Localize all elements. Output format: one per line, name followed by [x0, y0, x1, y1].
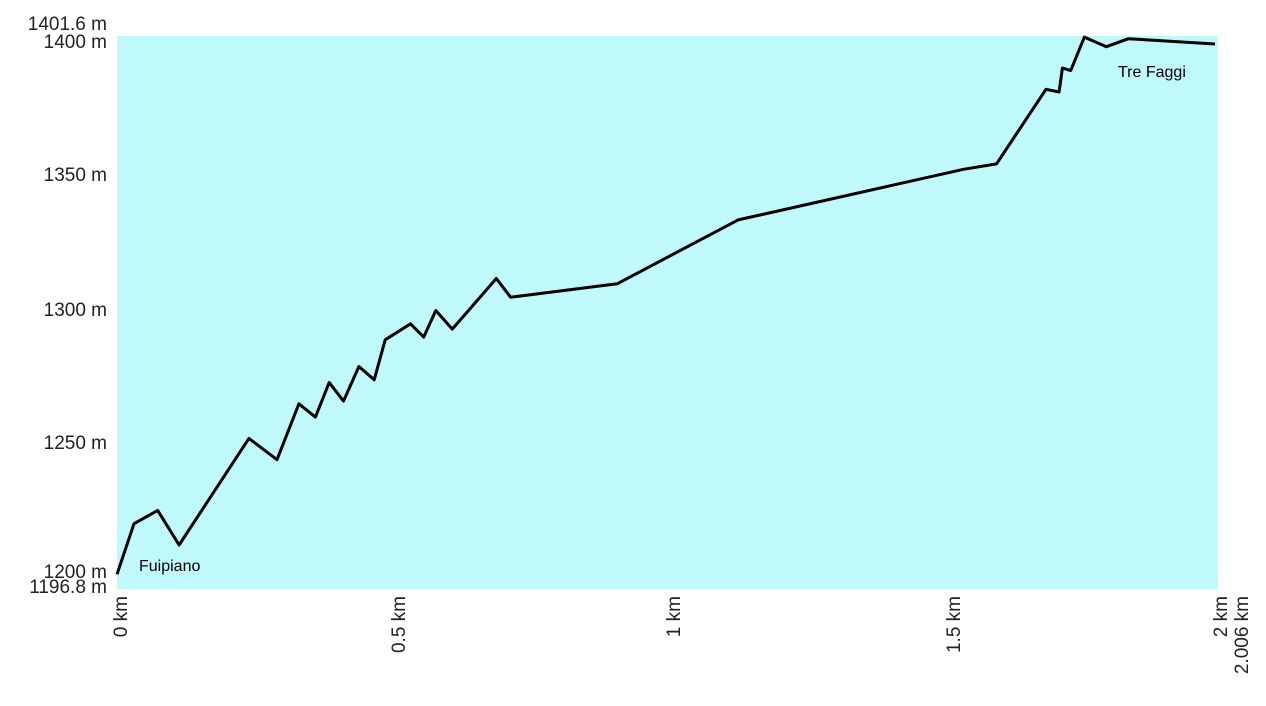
x-tick-label: 2.006 km	[1232, 596, 1253, 674]
x-tick-label: 0 km	[111, 596, 132, 637]
x-tick-label: 1 km	[664, 596, 685, 637]
x-tick-label: 2 km	[1211, 596, 1232, 637]
y-tick-label: 1200 m	[44, 562, 107, 583]
y-tick-label: 1300 m	[44, 300, 107, 321]
y-tick-label: 1350 m	[44, 165, 107, 186]
waypoint-label: Fuipiano	[139, 558, 200, 575]
elevation-profile-line	[115, 35, 1216, 575]
waypoint-label: Tre Faggi	[1118, 64, 1186, 81]
waypoint-annotations: Fuipiano Tre Faggi	[139, 64, 1186, 575]
y-tick-label: 1196.8 m	[29, 577, 107, 598]
y-tick-label: 1401.6 m	[28, 14, 107, 35]
y-tick-label: 1250 m	[44, 433, 107, 454]
x-tick-label: 1.5 km	[944, 596, 965, 653]
x-tick-label: 0.5 km	[389, 596, 410, 653]
x-axis-ticks: 0 km 0.5 km 1 km 1.5 km 2 km 2.006 km	[111, 596, 1253, 674]
y-tick-label: 1400 m	[44, 32, 107, 53]
